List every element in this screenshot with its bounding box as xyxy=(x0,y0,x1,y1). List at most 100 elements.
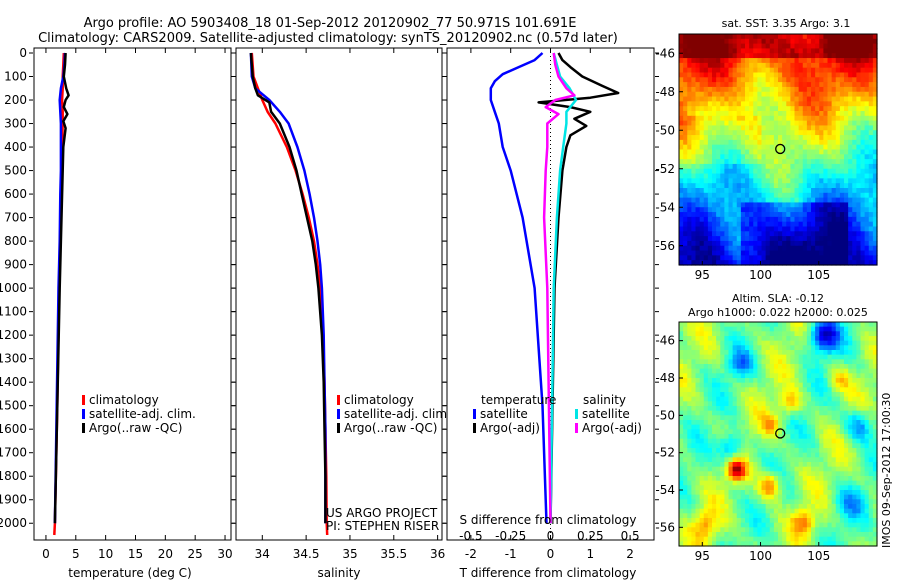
sla-map-cell xyxy=(736,350,742,356)
sst-map-cell xyxy=(740,168,746,175)
sst-map-cell xyxy=(753,125,758,131)
sst-map-cell xyxy=(740,236,746,242)
sla-map-cell xyxy=(786,387,791,393)
sst-map-cell xyxy=(815,62,820,69)
sla-map-cell xyxy=(703,354,709,360)
sla-map-cell xyxy=(724,378,730,384)
sla-map-cell xyxy=(695,326,701,332)
sst-map-cell xyxy=(736,168,742,175)
sla-map-cell xyxy=(769,368,775,374)
sst-map-cell xyxy=(740,48,746,54)
sst-map-cell xyxy=(724,86,730,93)
sla-map-cell xyxy=(732,499,738,505)
sst-map-cell xyxy=(815,202,820,208)
sla-map-cell xyxy=(724,471,730,477)
sla-map-cell xyxy=(773,336,779,342)
sst-map-cell xyxy=(691,53,697,59)
sst-map-cell xyxy=(732,149,738,155)
sla-map-cell xyxy=(848,401,853,407)
sla-map-cell xyxy=(749,429,754,435)
sla-map-cell xyxy=(740,420,746,426)
sla-map-cell xyxy=(794,410,800,416)
sla-map-cell xyxy=(732,336,738,342)
sla-map-cell xyxy=(707,438,713,444)
sla-map-cell xyxy=(860,485,866,491)
sst-map-cell xyxy=(707,34,713,40)
sla-map-cell xyxy=(856,401,862,407)
sla-map-cell xyxy=(749,494,754,500)
sst-map-cell xyxy=(699,255,705,261)
sla-map-cell xyxy=(683,396,688,402)
sst-map-cell xyxy=(703,212,709,218)
sla-map-cell xyxy=(683,359,688,365)
depth-tick-label: 1900 xyxy=(0,493,27,507)
sla-map-cell xyxy=(786,448,791,454)
sst-map-cell xyxy=(802,91,808,98)
sla-map-cell xyxy=(790,350,796,356)
sla-map-cell xyxy=(720,368,725,374)
sla-map-cell xyxy=(761,354,767,360)
sst-map-cell xyxy=(848,231,853,237)
sla-map-cell xyxy=(716,424,721,430)
sla-map-cell xyxy=(707,392,713,398)
sla-map-cell xyxy=(827,387,833,393)
map-x-tick-label: 105 xyxy=(807,549,830,563)
sla-map-cell xyxy=(872,336,878,342)
sst-map-cell xyxy=(695,163,701,170)
sst-map-cell xyxy=(811,250,816,256)
sst-map-cell xyxy=(736,221,742,228)
sst-map-cell xyxy=(864,250,870,256)
sst-map-cell xyxy=(819,236,824,242)
sla-map-cell xyxy=(806,359,812,365)
sst-map-cell xyxy=(745,96,750,102)
sla-map-cell xyxy=(769,373,775,379)
sla-map-cell xyxy=(815,336,820,342)
depth-tick-label: 600 xyxy=(4,187,27,201)
sla-map-cell xyxy=(786,396,791,402)
sst-map-cell xyxy=(868,139,874,146)
sst-map-cell xyxy=(720,192,725,199)
sla-map-cell xyxy=(720,424,725,430)
sst-map-cell xyxy=(819,82,824,88)
sst-map-cell xyxy=(872,34,878,40)
sst-map-cell xyxy=(819,101,824,107)
sst-map-cell xyxy=(823,149,829,155)
sst-map-cell xyxy=(786,183,791,189)
sst-map-cell xyxy=(782,154,787,160)
sla-map-cell xyxy=(798,532,804,538)
sst-map-cell xyxy=(782,96,787,102)
sla-map-cell xyxy=(687,373,692,379)
sla-map-cell xyxy=(819,471,824,477)
sla-map-cell xyxy=(864,429,870,435)
sst-map-cell xyxy=(732,115,738,122)
sst-map-cell xyxy=(856,192,862,199)
sla-map-cell xyxy=(749,331,754,337)
sst-map-cell xyxy=(872,106,878,112)
sla-map-cell xyxy=(860,536,866,542)
sst-map-cell xyxy=(815,48,820,54)
sst-map-cell xyxy=(864,38,870,45)
sst-map-cell xyxy=(782,53,787,59)
sla-map-cell xyxy=(872,448,878,454)
sla-map-cell xyxy=(691,378,697,384)
sla-map-cell xyxy=(860,406,866,412)
sla-map-cell xyxy=(687,382,692,388)
sst-map-cell xyxy=(860,82,866,88)
sla-map-cell xyxy=(765,443,771,449)
sst-map-cell xyxy=(740,139,746,146)
sla-map-cell xyxy=(716,532,721,538)
sla-map-cell xyxy=(794,536,800,542)
sla-map-cell xyxy=(707,466,713,472)
sla-map-cell xyxy=(728,340,734,346)
sst-map-cell xyxy=(856,82,862,88)
sst-map-cell xyxy=(852,62,857,69)
sst-map-cell xyxy=(716,178,721,184)
sla-map-cell xyxy=(679,452,684,458)
sst-map-cell xyxy=(757,202,763,208)
sst-map-cell xyxy=(798,173,804,179)
sst-map-cell xyxy=(815,255,820,261)
sla-map-cell xyxy=(687,420,692,426)
sst-map-cell xyxy=(765,67,771,74)
sla-map-cell xyxy=(786,471,791,477)
sla-map-cell xyxy=(827,457,833,463)
